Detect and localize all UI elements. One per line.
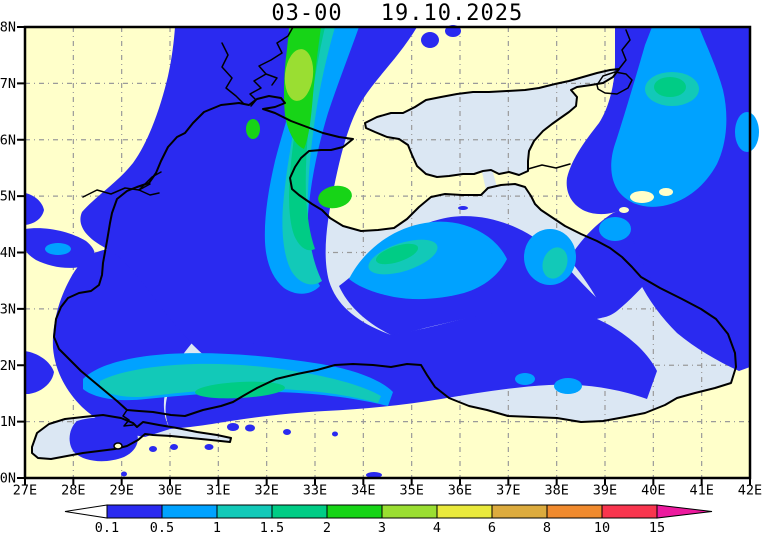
dnieper-branch (265, 73, 278, 86)
lon-label: 36E (448, 483, 472, 499)
precip-holes (619, 188, 673, 213)
danube-delta-branch2 (138, 189, 160, 196)
colorbar-segment (216, 504, 273, 519)
lat-axis: 48N 47N 46N 45N 44N 43N 42N 41N 40N (0, 20, 25, 487)
lon-label: 39E (593, 483, 617, 499)
reservoir-lake (596, 71, 633, 95)
lat-label: 44N (0, 245, 16, 261)
precip-layer-3 (284, 49, 314, 101)
lon-label: 35E (399, 483, 423, 499)
azov-sea-fill (365, 69, 619, 177)
colorbar-segment (326, 504, 383, 519)
lon-label: 42E (738, 483, 762, 499)
forecast-date-title: 19.10.2025 (381, 1, 523, 26)
colorbar-label: 1 (213, 520, 221, 534)
colorbar-label: 0.1 (95, 520, 119, 534)
lat-label: 43N (0, 301, 16, 317)
marmara-island (113, 442, 123, 450)
bosphorus-strait (122, 409, 134, 427)
lat-label: 42N (0, 358, 16, 374)
forecast-hours-title: 03-00 (271, 1, 342, 26)
colorbar-segment (271, 504, 328, 519)
colorbar-label: 0.5 (150, 520, 174, 534)
colorbar-label: 8 (543, 520, 551, 534)
colorbar-segment (546, 504, 603, 519)
lon-label: 31E (206, 483, 230, 499)
lon-label: 30E (158, 483, 182, 499)
dnieper-river (249, 26, 294, 107)
plot-area (23, 25, 759, 480)
colorbar-segment (436, 504, 493, 519)
lon-label: 29E (109, 483, 133, 499)
lon-label: 40E (641, 483, 665, 499)
black-sea-coastline (53, 95, 737, 423)
lon-label: 41E (689, 483, 713, 499)
colorbar-label: 6 (488, 520, 496, 534)
colorbar-label: 3 (378, 520, 386, 534)
colorbar-label: 1.5 (260, 520, 284, 534)
lat-label: 45N (0, 189, 16, 205)
lon-label: 28E (61, 483, 85, 499)
colorbar-label: 10 (594, 520, 610, 534)
danube-delta-branch (138, 171, 162, 191)
coastlines (31, 68, 737, 460)
lat-label: 46N (0, 132, 16, 148)
colorbar-segment (601, 504, 658, 519)
lon-label: 27E (13, 483, 37, 499)
lon-label: 34E (351, 483, 375, 499)
colorbar-legend: 0.1 0.5 1 1.5 2 3 4 6 8 10 15 (64, 504, 713, 534)
azov-sea-coastline (364, 68, 620, 178)
bug-river (221, 42, 245, 105)
colorbar-label: 2 (323, 520, 331, 534)
lat-label: 41N (0, 414, 16, 430)
colorbar-segment (161, 504, 218, 519)
lon-label: 38E (544, 483, 568, 499)
lon-label: 33E (303, 483, 327, 499)
kerch-strait-fill (482, 169, 497, 190)
lon-label: 37E (496, 483, 520, 499)
colorbar-overflow-arrow (656, 504, 713, 519)
lat-label: 40N (0, 471, 16, 487)
rivers-and-lakes (82, 26, 633, 450)
colorbar-segment (106, 504, 163, 519)
marmara-coastline (31, 414, 232, 460)
lat-label: 48N (0, 20, 16, 36)
colorbar-label: 4 (433, 520, 441, 534)
lat-label: 47N (0, 76, 16, 92)
colorbar-segment (491, 504, 548, 519)
don-river (618, 29, 631, 70)
lon-label: 32E (254, 483, 278, 499)
colorbar-segment (381, 504, 438, 519)
colorbar-underflow-arrow (64, 504, 108, 519)
lon-axis: 27E 28E 29E 30E 31E 32E 33E 34E 35E 36E 37E 38E 39E 4… (13, 478, 762, 499)
kuban-river (527, 163, 571, 170)
colorbar-label: 15 (649, 520, 665, 534)
